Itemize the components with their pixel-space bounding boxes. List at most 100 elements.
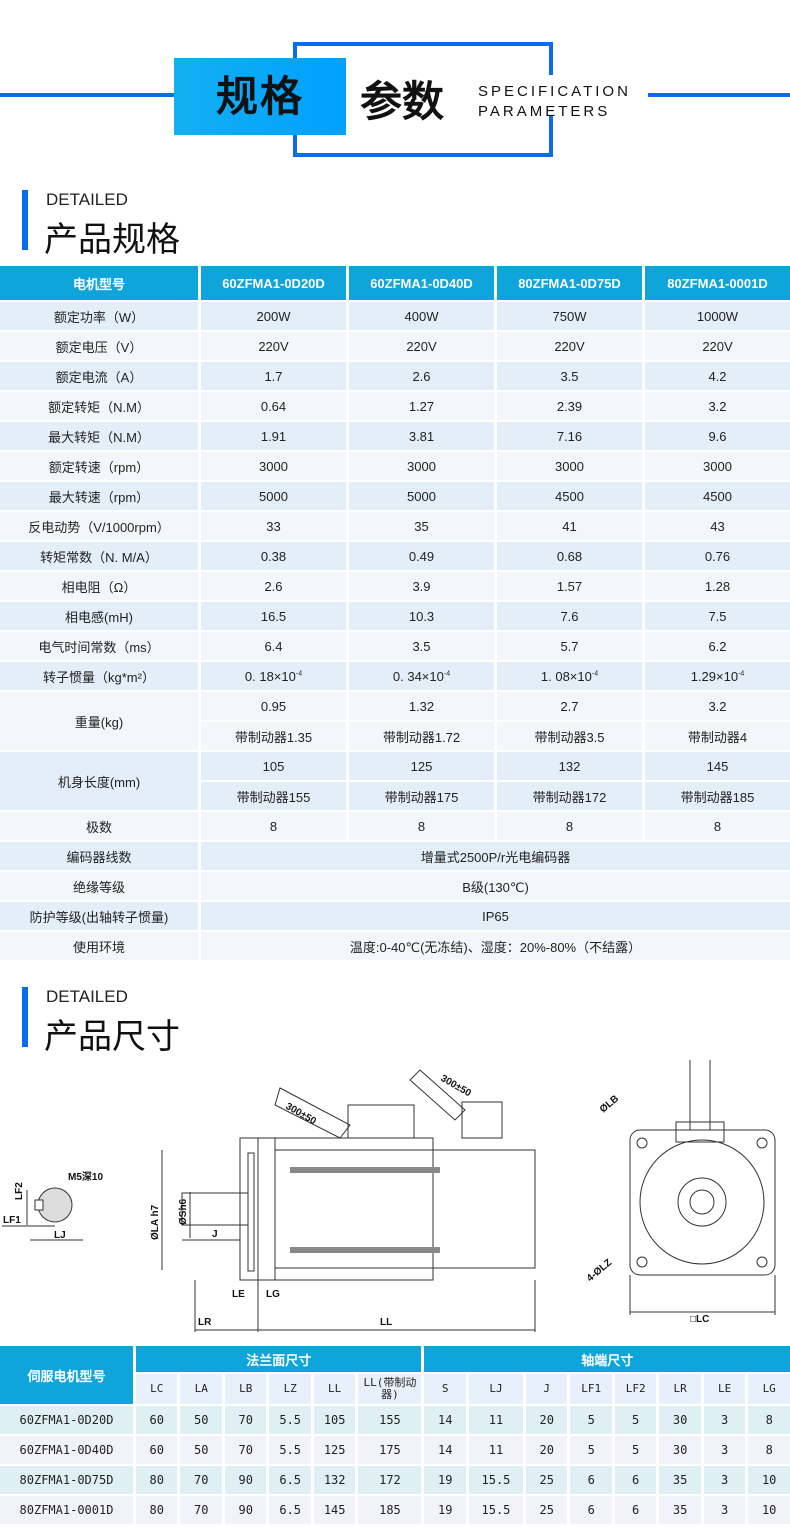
column-header: LE bbox=[703, 1374, 746, 1404]
cell: 6 bbox=[614, 1466, 657, 1494]
cell: 16.5 bbox=[201, 602, 346, 630]
cell: 15.5 bbox=[468, 1466, 523, 1494]
column-header: LJ bbox=[468, 1374, 523, 1404]
label-lj: LJ bbox=[54, 1230, 66, 1241]
label-ll: LL bbox=[380, 1317, 392, 1328]
cell: 43 bbox=[645, 512, 790, 540]
cell: 8 bbox=[748, 1406, 790, 1434]
cell: 5000 bbox=[201, 482, 346, 510]
cell: 5 bbox=[614, 1406, 657, 1434]
model-cell: 60ZFMA1-0D20D bbox=[0, 1406, 133, 1434]
cell: 172 bbox=[358, 1466, 422, 1494]
cell: 4500 bbox=[497, 482, 642, 510]
cell: 带制动器1.35 bbox=[201, 722, 346, 750]
cell: 带制动器172 bbox=[497, 782, 642, 810]
table-row: 相电感(mH) 16.5 10.3 7.6 7.5 bbox=[0, 602, 790, 630]
cell: 1.7 bbox=[201, 362, 346, 390]
cell: 220V bbox=[497, 332, 642, 360]
table-row: 绝缘等级 B级(130℃) bbox=[0, 872, 790, 900]
cell: 8 bbox=[497, 812, 642, 840]
cell: 200W bbox=[201, 302, 346, 330]
cell: 2.6 bbox=[349, 362, 494, 390]
cell: 3 bbox=[703, 1496, 746, 1524]
dimension-table: 伺服电机型号 法兰面尺寸 轴端尺寸 LC LA LB LZ LL LL(带制动器) S LJ J LF1… bbox=[0, 1344, 790, 1526]
cell: 145 bbox=[645, 752, 790, 780]
banner-english: SPECIFICATION PARAMETERS bbox=[478, 82, 631, 122]
cell: 3.2 bbox=[645, 692, 790, 720]
exponent: -4 bbox=[591, 670, 599, 678]
table-row: 编码器线数 增量式2500P/r光电编码器 bbox=[0, 842, 790, 870]
cell: 6.4 bbox=[201, 632, 346, 660]
table-row: 转矩常数（N. M/A） 0.38 0.49 0.68 0.76 bbox=[0, 542, 790, 570]
model-header: 80ZFMA1-0D75D bbox=[497, 266, 642, 300]
cell: 155 bbox=[358, 1406, 422, 1434]
label-lz: 4-ØLZ bbox=[585, 1257, 614, 1284]
cell: 60 bbox=[136, 1436, 178, 1464]
cell: 35 bbox=[659, 1496, 701, 1524]
cell: 0.38 bbox=[201, 542, 346, 570]
cell: 185 bbox=[358, 1496, 422, 1524]
cell: 1.91 bbox=[201, 422, 346, 450]
cell: 20 bbox=[525, 1406, 568, 1434]
cell: 105 bbox=[313, 1406, 356, 1434]
cell: 5 bbox=[614, 1436, 657, 1464]
table-row: 重量(kg) 0.95 1.32 2.7 3.2 bbox=[0, 692, 790, 750]
table-row: 最大转矩（N.M） 1.91 3.81 7.16 9.6 bbox=[0, 422, 790, 450]
exponent: -4 bbox=[295, 670, 303, 678]
cell: 0.68 bbox=[497, 542, 642, 570]
cell: 90 bbox=[224, 1496, 267, 1524]
cell: 2.6 bbox=[201, 572, 346, 600]
cell: 33 bbox=[201, 512, 346, 540]
row-label: 最大转矩（N.M） bbox=[0, 422, 198, 450]
merged-cell: 温度:0-40℃(无冻结)、湿度：20%-80%（不结露） bbox=[201, 932, 790, 960]
table-row: 极数 8 8 8 8 bbox=[0, 812, 790, 840]
cell-value: 1.29×10 bbox=[690, 668, 739, 684]
cell: 5.7 bbox=[497, 632, 642, 660]
cell: 50 bbox=[180, 1436, 222, 1464]
cell: 41 bbox=[497, 512, 642, 540]
cell: 30 bbox=[659, 1406, 701, 1434]
row-label: 机身长度(mm) bbox=[0, 752, 198, 810]
banner-line-left bbox=[0, 93, 180, 97]
column-header: LR bbox=[659, 1374, 701, 1404]
cell: 132 bbox=[313, 1466, 356, 1494]
cell: 1.28 bbox=[645, 572, 790, 600]
group-header-flange: 法兰面尺寸 bbox=[136, 1346, 422, 1372]
cell: 400W bbox=[349, 302, 494, 330]
column-header: S bbox=[424, 1374, 466, 1404]
table-row: 额定电流（A） 1.7 2.6 3.5 4.2 bbox=[0, 362, 790, 390]
cell: 8 bbox=[201, 812, 346, 840]
row-label: 重量(kg) bbox=[0, 692, 198, 750]
row-label: 相电感(mH) bbox=[0, 602, 198, 630]
cell: 0.64 bbox=[201, 392, 346, 420]
column-header: LG bbox=[748, 1374, 790, 1404]
table-row: 80ZFMA1-0001D 80 70 90 6.5 145 185 19 15.5 25 6 6 35… bbox=[0, 1496, 790, 1524]
row-label: 使用环境 bbox=[0, 932, 198, 960]
cell-value: 0. 34×10 bbox=[392, 668, 444, 684]
cell: 132 bbox=[497, 752, 642, 780]
cell: 5 bbox=[570, 1406, 612, 1434]
cell: 25 bbox=[525, 1466, 568, 1494]
row-label: 相电阻（Ω） bbox=[0, 572, 198, 600]
cell: 6.2 bbox=[645, 632, 790, 660]
cell: 3000 bbox=[497, 452, 642, 480]
section-accent-bar bbox=[22, 987, 28, 1047]
label-sh: ØSh6 bbox=[178, 1198, 189, 1225]
banner-line-right bbox=[648, 93, 790, 97]
table-row: 相电阻（Ω） 2.6 3.9 1.57 1.28 bbox=[0, 572, 790, 600]
row-label: 额定转矩（N.M） bbox=[0, 392, 198, 420]
table-row: 防护等级(出轴转子惯量) IP65 bbox=[0, 902, 790, 930]
row-label: 转矩常数（N. M/A） bbox=[0, 542, 198, 570]
banner-title-right: 参数 bbox=[360, 78, 445, 125]
cell: 6 bbox=[570, 1496, 612, 1524]
cell: 750W bbox=[497, 302, 642, 330]
cell: 70 bbox=[224, 1436, 267, 1464]
cell: 3 bbox=[703, 1436, 746, 1464]
exponent: -4 bbox=[443, 670, 451, 678]
cell: 60 bbox=[136, 1406, 178, 1434]
cell: 125 bbox=[313, 1436, 356, 1464]
column-header: LB bbox=[224, 1374, 267, 1404]
label-lf2: LF2 bbox=[14, 1182, 25, 1200]
label-lb: ØLB bbox=[598, 1093, 621, 1115]
row-label: 最大转速（rpm） bbox=[0, 482, 198, 510]
